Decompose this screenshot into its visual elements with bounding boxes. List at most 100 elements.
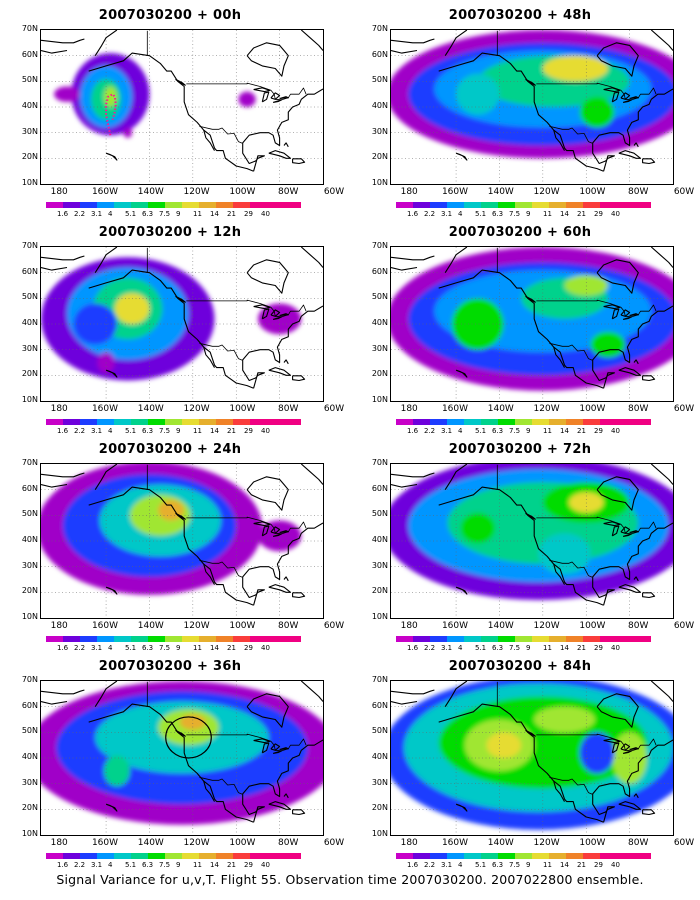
- colorbar-swatch: [549, 636, 566, 642]
- coastline: [94, 247, 118, 273]
- colorbar-level-label: 2.2: [74, 861, 86, 869]
- coastline: [611, 91, 620, 103]
- map-svg: [41, 247, 323, 401]
- lon-tick-label: 60W: [323, 621, 345, 631]
- colorbar-swatch: [430, 419, 447, 425]
- coastline: [455, 369, 468, 378]
- colorbar-level-label: 21: [577, 644, 586, 652]
- colorbar-swatch: [498, 636, 515, 642]
- coastline: [94, 30, 118, 56]
- coastline: [438, 486, 604, 606]
- colorbar-level-label: 6.3: [492, 644, 504, 652]
- map-panel: 2007030200 + 72h 70N 60N 50N 40N 30N 20N 10N 180…: [360, 442, 694, 657]
- colorbar-level-label: 29: [244, 644, 253, 652]
- colorbar-swatch: [165, 419, 182, 425]
- coastline: [455, 152, 468, 161]
- colorbar-swatch: [600, 202, 617, 208]
- coastline: [620, 526, 631, 534]
- lon-tick-label: 120W: [183, 621, 210, 631]
- coastline: [391, 700, 418, 705]
- colorbar-swatch: [233, 636, 250, 642]
- colorbar-level-label: 6.3: [492, 210, 504, 218]
- lat-tick-label: 70N: [21, 675, 38, 684]
- colorbar: [396, 202, 651, 208]
- colorbar-level-label: 11: [543, 644, 552, 652]
- coastline: [620, 92, 631, 100]
- lon-tick-label: 140W: [137, 838, 164, 848]
- lat-tick-label: 30N: [371, 560, 388, 570]
- variance-contour: [114, 293, 150, 324]
- colorbar-swatch: [430, 202, 447, 208]
- lat-tick-label: 20N: [371, 152, 388, 162]
- coastline: [391, 689, 435, 695]
- lon-tick-label: 140W: [137, 187, 164, 197]
- colorbar-swatch: [413, 636, 430, 642]
- lon-tick-label: 100W: [229, 404, 256, 414]
- panel-title: 2007030200 + 24h: [98, 442, 242, 457]
- coastline: [261, 742, 270, 754]
- colorbar-swatch: [114, 202, 131, 208]
- colorbar-swatch: [481, 419, 498, 425]
- colorbar: [396, 419, 651, 425]
- colorbar-swatch: [617, 853, 634, 859]
- coastline: [642, 375, 656, 382]
- coastline: [242, 88, 323, 172]
- coastline: [592, 522, 673, 606]
- lon-tick-label: 120W: [533, 838, 560, 848]
- panel-title: 2007030200 + 48h: [448, 8, 592, 23]
- colorbar-level-label: 2.2: [74, 427, 86, 435]
- country-border: [199, 125, 243, 144]
- coastline: [592, 739, 673, 823]
- colorbar-level-label: 3.1: [441, 210, 453, 218]
- coastline: [592, 305, 673, 389]
- colorbar-level-label: 3.1: [91, 644, 103, 652]
- colorbar-swatch: [284, 853, 301, 859]
- lat-tick-label: 50N: [371, 292, 388, 302]
- coastline: [268, 801, 292, 810]
- coastline: [629, 530, 639, 534]
- coastline: [246, 476, 289, 511]
- coastline: [246, 42, 289, 77]
- variance-contour: [534, 706, 595, 733]
- coastline: [611, 308, 620, 320]
- colorbar-swatch: [216, 636, 233, 642]
- colorbar-swatch: [515, 419, 532, 425]
- coastline: [272, 750, 283, 754]
- colorbar-swatch: [63, 636, 80, 642]
- coastline: [268, 150, 292, 159]
- coastline: [553, 563, 565, 585]
- lat-tick-label: 50N: [371, 726, 388, 736]
- variance-contour: [456, 73, 500, 115]
- lon-tick-label: 80W: [628, 621, 649, 631]
- colorbar-swatch: [216, 202, 233, 208]
- colorbar-swatch: [250, 636, 267, 642]
- colorbar-swatch: [80, 636, 97, 642]
- coastline: [41, 483, 68, 488]
- colorbar-swatch: [634, 419, 651, 425]
- lat-tick-label: 10N: [371, 395, 388, 404]
- coastline: [618, 367, 642, 376]
- colorbar-swatch: [498, 853, 515, 859]
- country-border: [549, 342, 593, 361]
- colorbar-swatch: [165, 636, 182, 642]
- colorbar-swatch: [216, 419, 233, 425]
- coastline: [444, 30, 468, 56]
- country-border: [199, 342, 243, 361]
- colorbar-swatch: [413, 202, 430, 208]
- coastline: [105, 152, 118, 161]
- colorbar-level-label: 3.1: [441, 861, 453, 869]
- lon-tick-label: 80W: [628, 404, 649, 414]
- coastline: [283, 142, 289, 148]
- coastline: [94, 681, 118, 707]
- lat-tick-label: 20N: [371, 803, 388, 813]
- coastline: [438, 703, 604, 823]
- lon-tick-label: 120W: [533, 404, 560, 414]
- lat-tick-label: 20N: [21, 369, 38, 379]
- coastline: [283, 359, 289, 365]
- colorbar-swatch: [447, 636, 464, 642]
- colorbar-labels: 1.6 2.2 3.1 4 5.1 6.3 7.5 9 11 14 21 29 40: [396, 427, 620, 435]
- lat-tick-label: 60N: [371, 483, 388, 493]
- lat-tick-label: 30N: [21, 126, 38, 136]
- lon-tick-label: 180: [400, 621, 418, 631]
- coastline: [642, 158, 656, 165]
